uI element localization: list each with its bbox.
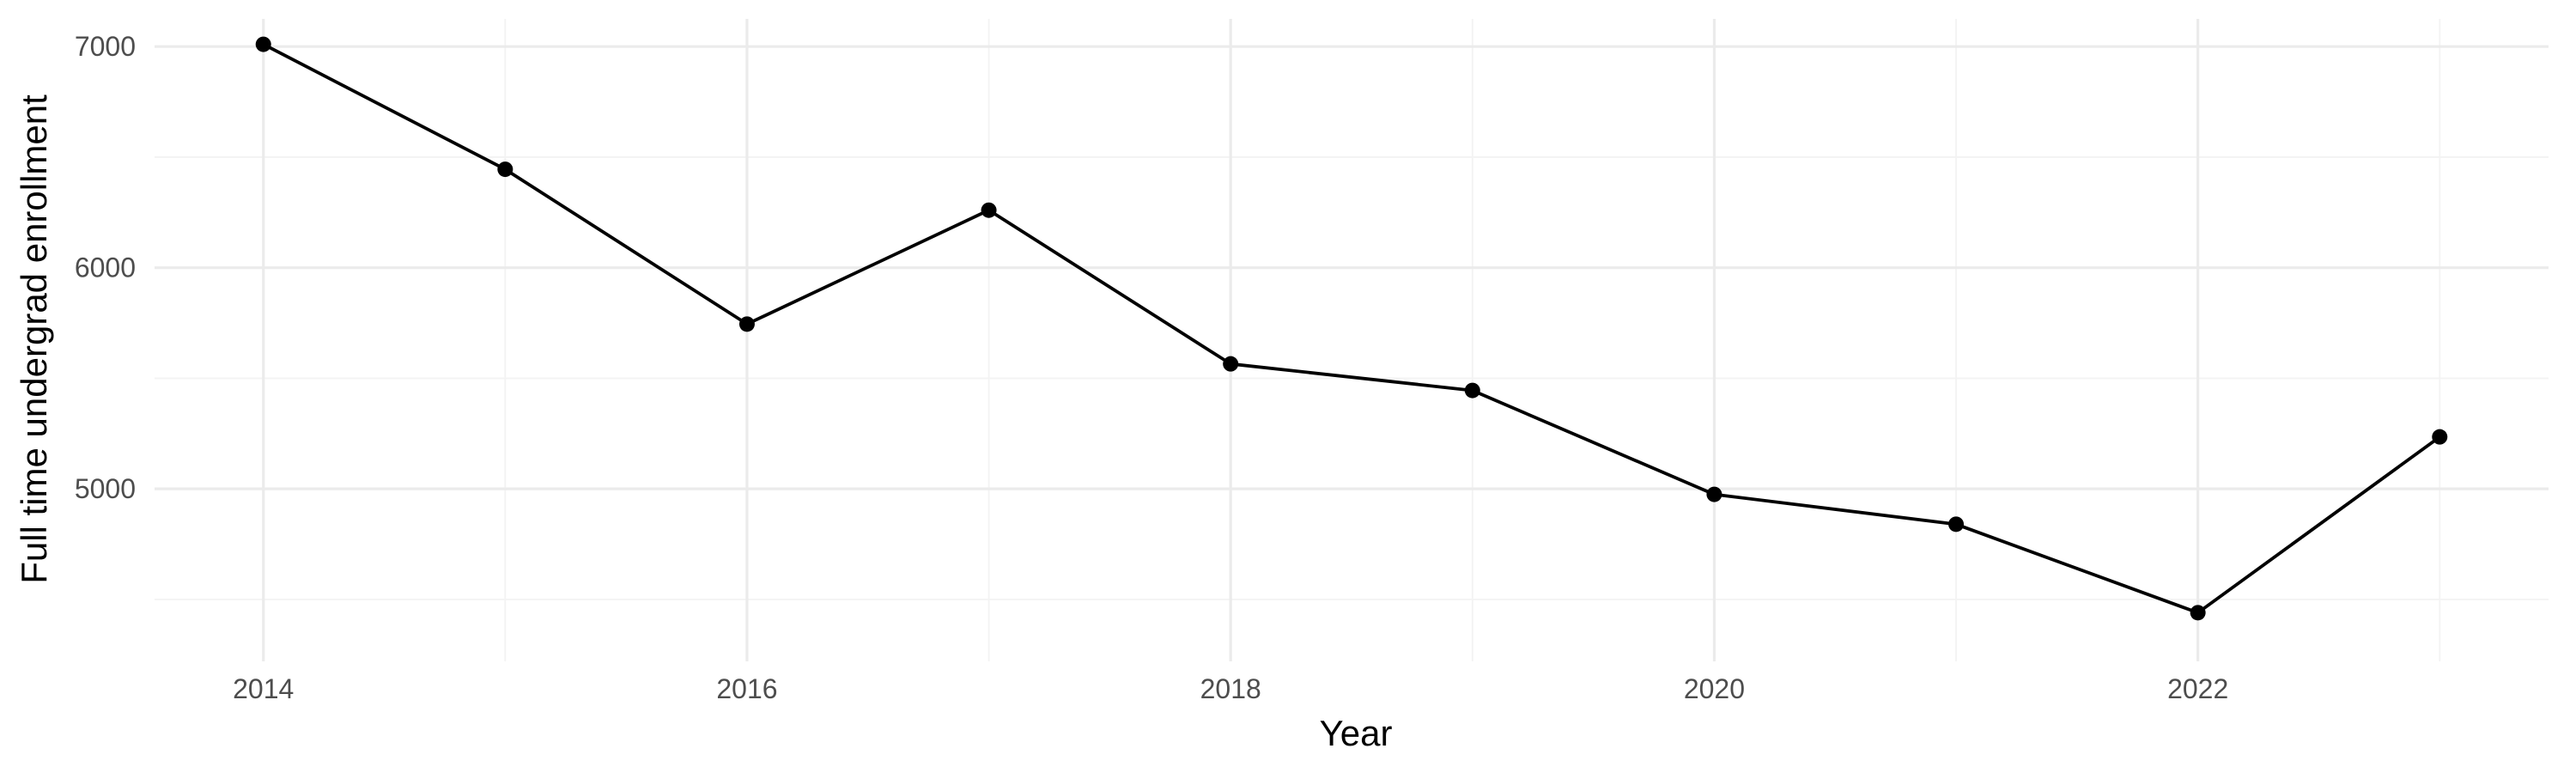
data-point-2018 [1223, 356, 1239, 372]
data-point-2016 [738, 316, 755, 332]
data-point-2017 [981, 202, 997, 218]
points-layer [255, 36, 2448, 621]
data-point-2014 [255, 36, 271, 52]
x-tick-label: 2022 [2167, 673, 2228, 704]
x-tick-label: 2020 [1684, 673, 1745, 704]
series-line-0 [262, 42, 2441, 615]
x-tick-label: 2014 [233, 673, 294, 704]
y-tick-label: 6000 [75, 253, 136, 283]
y-tick-label: 7000 [75, 31, 136, 62]
data-point-2021 [1948, 516, 1965, 533]
y-axis-title: Full time undergrad enrollment [14, 94, 54, 584]
data-point-2020 [1706, 486, 1722, 502]
data-point-2019 [1464, 382, 1480, 399]
x-tick-labels: 2014 2016 2018 2020 2022 [233, 673, 2228, 704]
y-tick-labels: 5000 6000 7000 [75, 31, 136, 504]
y-tick-label: 5000 [75, 473, 136, 504]
series-layer [262, 42, 2441, 615]
grid [155, 19, 2549, 661]
x-axis-title: Year [1320, 713, 1393, 753]
x-tick-label: 2018 [1200, 673, 1261, 704]
data-point-2015 [497, 161, 513, 178]
data-point-2022 [2190, 605, 2206, 621]
x-tick-label: 2016 [716, 673, 777, 704]
data-point-2023 [2432, 429, 2448, 445]
